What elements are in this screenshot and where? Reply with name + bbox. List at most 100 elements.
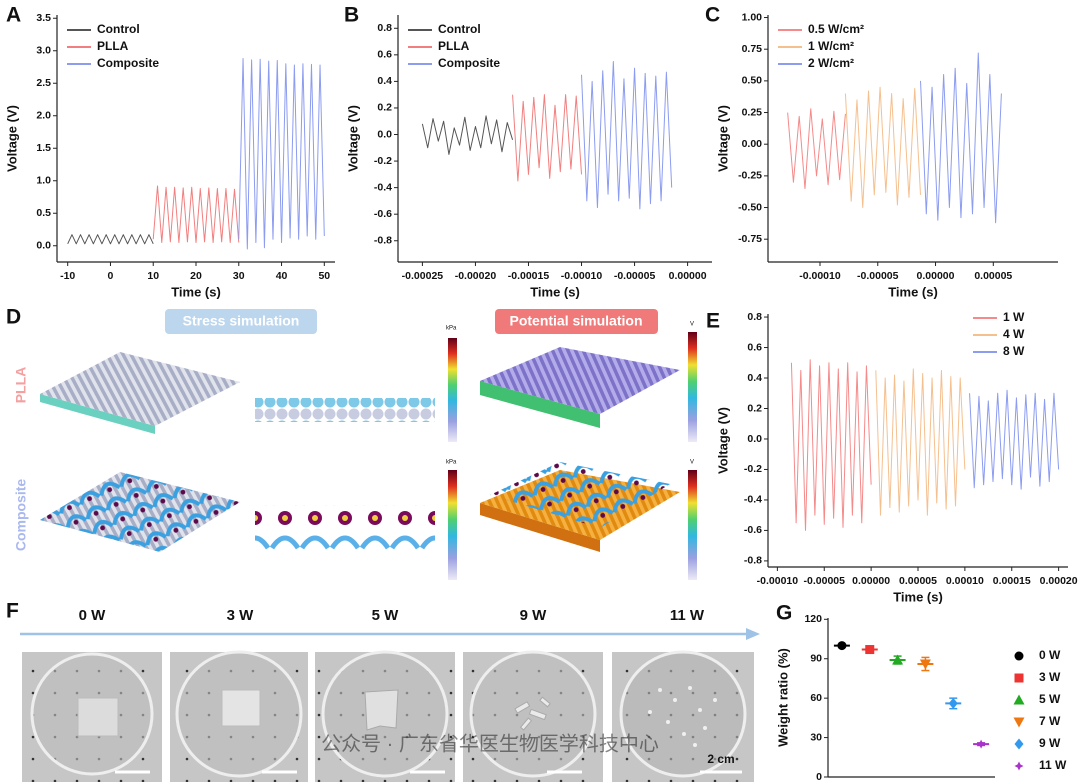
y-tick-label: 0.8 [377,22,392,34]
y-axis-label: Weight ratio (%) [775,648,790,747]
condition-label: 0 W [79,607,107,624]
data-line [875,368,966,516]
stress-header-bg [165,309,317,334]
legend-label: 8 W [1003,344,1025,358]
y-tick-label: 1.5 [36,142,51,154]
x-tick-label: -0.00020 [455,270,497,282]
panel-letter: C [705,4,720,27]
scale-label: 2 cm [707,752,734,766]
x-tick-label: 50 [318,270,330,282]
potential-header-bg [495,309,658,334]
y-tick-label: 0.6 [747,341,762,353]
legend-label: 2 W/cm² [808,56,854,70]
colorbar [448,470,457,580]
x-tick-label: 40 [276,270,288,282]
legend-label: 3 W [1039,670,1061,684]
potential-header: Potential simulation [509,313,642,329]
x-tick-label: -0.00015 [508,270,550,282]
y-tick-label: 1.0 [36,175,51,187]
panel-letter: A [6,4,21,27]
dish [619,650,747,778]
panel-letter: G [776,602,792,625]
panel-d: D Stress simulation Potential simulation… [6,306,697,580]
legend-label: Control [97,22,140,36]
x-axis-label: Time (s) [893,589,943,604]
y-tick-label: 90 [810,653,822,665]
x-tick-label: -0.00005 [614,270,656,282]
marker [892,654,904,665]
colorbar [688,470,697,580]
potential-slab [480,347,680,414]
legend-label: 4 W [1003,327,1025,341]
legend-label: PLLA [97,39,129,53]
legend-label: 1 W [1003,310,1025,324]
x-tick-label: -0.00010 [561,270,603,282]
y-tick-label: 0 [816,771,822,783]
y-tick-label: 0.25 [742,106,763,118]
slab-edge [40,394,155,434]
slab-edge [480,503,600,552]
marker [865,645,875,655]
marker [976,739,986,749]
y-tick-label: -0.75 [738,233,762,245]
x-axis-label: Time (s) [530,284,580,299]
y-axis-label: Voltage (V) [345,105,360,172]
marker [919,659,931,670]
legend-marker [1013,717,1025,728]
y-tick-label: 0.2 [747,402,762,414]
x-tick-label: -0.00005 [804,575,846,587]
legend-label: 0.5 W/cm² [808,22,864,36]
y-tick-label: 120 [804,613,822,625]
stress-header: Stress simulation [183,313,300,329]
legend-label: Control [438,22,481,36]
marker [837,641,847,651]
row-label: PLLA [13,367,29,404]
data-line [969,389,1060,490]
y-axis-label: Voltage (V) [715,407,730,474]
x-tick-label: 0.00005 [899,575,937,587]
legend-marker [1013,694,1025,705]
legend-marker [1014,651,1024,661]
y-tick-label: 0.75 [742,43,763,55]
x-tick-label: 20 [190,270,202,282]
x-axis-label: Time (s) [171,284,221,299]
sample [364,689,399,731]
y-tick-label: 0.2 [377,102,392,114]
x-tick-label: -0.00010 [799,270,841,282]
colorbar-unit: V [690,460,694,466]
colorbar-unit: kPa [446,460,457,466]
y-tick-label: -0.6 [744,524,762,536]
condition-label: 11 W [670,607,705,624]
x-tick-label: 0.00000 [852,575,890,587]
arrow-head [746,628,760,640]
sample [221,689,261,727]
y-tick-label: 3.0 [36,45,51,57]
legend-label: 5 W [1039,692,1061,706]
y-tick-label: -0.2 [744,463,762,475]
x-tick-label: 0.00005 [974,270,1012,282]
y-tick-label: 0.0 [36,240,51,252]
legend-label: 1 W/cm² [808,39,854,53]
data-line [920,52,1002,224]
y-tick-label: 2.5 [36,77,51,89]
y-tick-label: 0.4 [377,75,392,87]
y-tick-label: 0.0 [747,433,762,445]
y-tick-label: 0.4 [747,372,762,384]
y-tick-label: 60 [810,692,822,704]
data-line [581,60,673,210]
marker [948,697,958,709]
panel-f: F 0 W 3 W 5 W 9 W 11 W [6,600,760,782]
colorbar-unit: V [690,322,694,328]
data-line [512,94,583,182]
colorbar [688,332,697,442]
stress-fibers [40,472,240,552]
condition-label: 5 W [372,607,400,624]
data-line [787,108,846,190]
legend-label: PLLA [438,39,470,53]
x-tick-label: 0.00020 [1040,575,1078,587]
y-tick-label: 3.5 [36,12,51,24]
y-tick-label: -0.4 [744,494,762,506]
slab-edge [480,381,600,428]
x-tick-label: -0.00025 [402,270,444,282]
colorbar-unit: kPa [446,326,457,332]
